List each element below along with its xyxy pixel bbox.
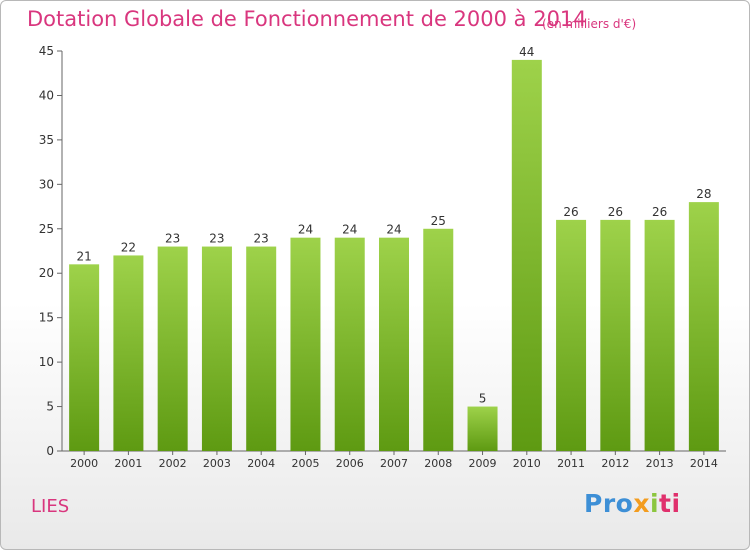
x-tick-label: 2001 xyxy=(114,457,142,470)
bar xyxy=(334,237,365,451)
y-tick-label: 40 xyxy=(39,88,54,102)
y-tick-label: 10 xyxy=(39,355,54,369)
bar xyxy=(688,202,719,451)
x-tick-label: 2005 xyxy=(291,457,319,470)
data-label: 24 xyxy=(386,223,401,237)
y-tick-label: 45 xyxy=(39,44,54,58)
x-tick-label: 2014 xyxy=(690,457,718,470)
data-label: 44 xyxy=(519,45,534,59)
data-label: 28 xyxy=(696,187,711,201)
logo-part: Pro xyxy=(584,489,634,518)
data-label: 24 xyxy=(342,223,357,237)
data-label: 26 xyxy=(608,205,623,219)
bar xyxy=(600,219,631,451)
bar xyxy=(467,406,498,451)
x-tick-label: 2006 xyxy=(336,457,364,470)
bar xyxy=(201,246,232,451)
data-label: 5 xyxy=(479,392,487,406)
data-label: 23 xyxy=(165,232,180,246)
bar xyxy=(290,237,321,451)
bar xyxy=(379,237,409,451)
x-tick-label: 2012 xyxy=(601,457,629,470)
x-tick-label: 2003 xyxy=(203,457,231,470)
x-tick-label: 2011 xyxy=(557,457,585,470)
bar xyxy=(157,246,188,451)
logo-part: i xyxy=(649,489,660,518)
chart-title: Dotation Globale de Fonctionnement de 20… xyxy=(27,7,587,31)
x-tick-label: 2010 xyxy=(513,457,541,470)
data-label: 25 xyxy=(431,214,446,228)
y-tick-label: 25 xyxy=(39,222,54,236)
y-tick-label: 20 xyxy=(39,266,54,280)
data-label: 26 xyxy=(652,205,667,219)
data-label: 21 xyxy=(76,249,91,263)
logo-part: x xyxy=(633,489,650,518)
y-tick-label: 0 xyxy=(46,444,54,458)
data-label: 23 xyxy=(209,232,224,246)
x-tick-label: 2007 xyxy=(380,457,408,470)
y-tick-label: 15 xyxy=(39,311,54,325)
x-tick-label: 2013 xyxy=(646,457,674,470)
bar xyxy=(113,255,144,451)
data-label: 23 xyxy=(254,232,269,246)
y-tick-label: 35 xyxy=(39,133,54,147)
bar xyxy=(69,264,100,451)
logo-part: ti xyxy=(659,489,681,518)
bar xyxy=(246,246,277,451)
y-tick-label: 30 xyxy=(39,177,54,191)
chart-subtitle: (en milliers d'€) xyxy=(542,17,637,31)
x-tick-label: 2008 xyxy=(424,457,452,470)
bar xyxy=(644,219,675,451)
bar xyxy=(556,219,587,451)
x-tick-label: 2000 xyxy=(70,457,98,470)
city-name: LIES xyxy=(31,496,70,517)
data-label: 24 xyxy=(298,223,313,237)
x-tick-label: 2004 xyxy=(247,457,275,470)
y-tick-label: 5 xyxy=(46,400,54,414)
bar xyxy=(423,228,454,451)
data-label: 26 xyxy=(563,205,578,219)
proxiti-logo: Proxiti xyxy=(584,489,681,518)
x-tick-label: 2009 xyxy=(469,457,497,470)
bar xyxy=(511,59,542,452)
data-label: 22 xyxy=(121,240,136,254)
x-tick-label: 2002 xyxy=(159,457,187,470)
